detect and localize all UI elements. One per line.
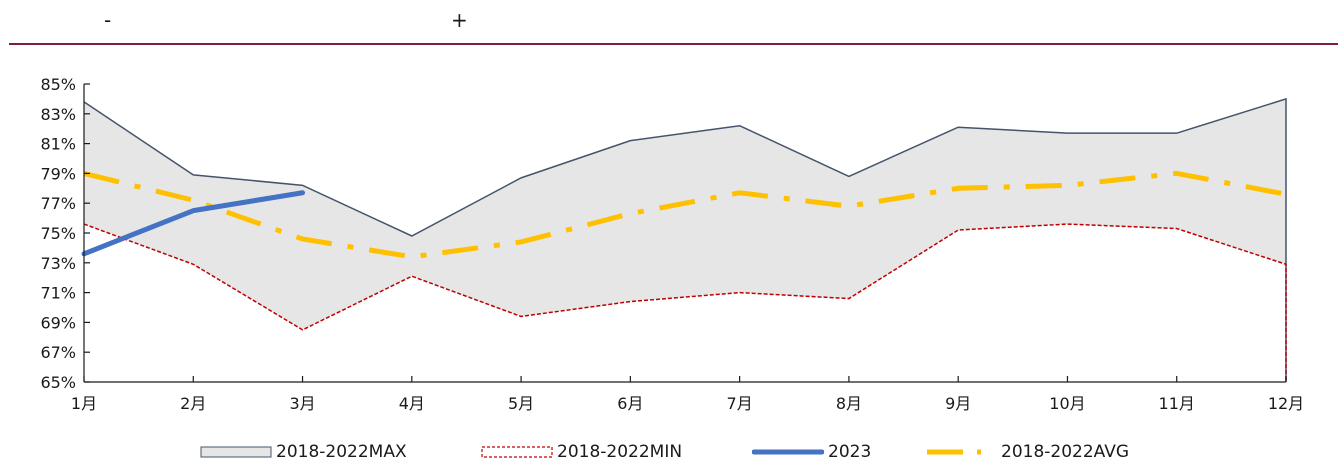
y-tick-label: 77% xyxy=(40,194,76,213)
series-line-min xyxy=(83,223,1287,382)
x-tick-label: 9月 xyxy=(945,394,971,413)
legend-item-min: 2018-2022MIN xyxy=(481,440,682,464)
legend-item-2023: 2023 xyxy=(752,440,871,464)
x-tick-label: 4月 xyxy=(399,394,425,413)
x-tick-label: 6月 xyxy=(617,394,643,413)
x-tick-label: 5月 xyxy=(508,394,534,413)
y-tick-label: 75% xyxy=(40,224,76,243)
y-tick-label: 81% xyxy=(40,135,76,154)
legend-swatch-2023 xyxy=(752,449,824,455)
x-tick-label: 7月 xyxy=(727,394,753,413)
x-tick-label: 1月 xyxy=(71,394,97,413)
x-tick-label: 2月 xyxy=(180,394,206,413)
legend-item-max: 2018-2022MAX xyxy=(200,440,407,464)
legend-label-min: 2018-2022MIN xyxy=(557,442,683,462)
series-line-2023 xyxy=(81,190,306,257)
x-tick-label: 8月 xyxy=(836,394,862,413)
legend-label-max: 2018-2022MAX xyxy=(276,442,407,462)
legend-label-avg: 2018-2022AVG xyxy=(1001,442,1130,462)
y-tick-label: 71% xyxy=(40,284,76,303)
legend-swatch-min xyxy=(481,446,553,458)
chart-legend: 2018-2022MAX 2018-2022MIN 2023 2018-2022… xyxy=(0,440,1338,468)
y-tick-label: 83% xyxy=(40,105,76,124)
series-line-avg xyxy=(83,170,1287,260)
legend-item-avg: 2018-2022AVG xyxy=(925,440,1129,464)
legend-label-2023: 2023 xyxy=(828,442,872,462)
max-min-band-layer xyxy=(84,98,1286,383)
y-tick-label: 67% xyxy=(40,343,76,362)
y-tick-label: 79% xyxy=(40,164,76,183)
header-minus-mark: - xyxy=(104,8,112,32)
legend-swatch-max xyxy=(200,446,272,458)
y-tick-label: 73% xyxy=(40,254,76,273)
max-min-band-area xyxy=(84,98,1286,383)
series-line-max xyxy=(83,97,1287,382)
line-chart: 65% 67% 69% 71% 73% 75% 77% 79% 81% 83% 85% 1月 2月 3月 4… xyxy=(40,75,1304,413)
legend-swatch-avg xyxy=(927,449,995,455)
header-plus-mark: + xyxy=(451,8,468,32)
series-lines-layer xyxy=(81,97,1287,382)
y-tick-label: 85% xyxy=(40,75,76,94)
x-tick-label: 3月 xyxy=(289,394,315,413)
x-tick-label: 12月 xyxy=(1268,394,1304,413)
y-tick-label: 65% xyxy=(40,373,76,392)
axes-layer: 65% 67% 69% 71% 73% 75% 77% 79% 81% 83% 85% 1月 2月 3月 4… xyxy=(40,75,1304,413)
x-tick-label: 10月 xyxy=(1049,394,1085,413)
y-tick-label: 69% xyxy=(40,313,76,332)
x-tick-label: 11月 xyxy=(1159,394,1195,413)
header-rule xyxy=(9,43,1338,45)
